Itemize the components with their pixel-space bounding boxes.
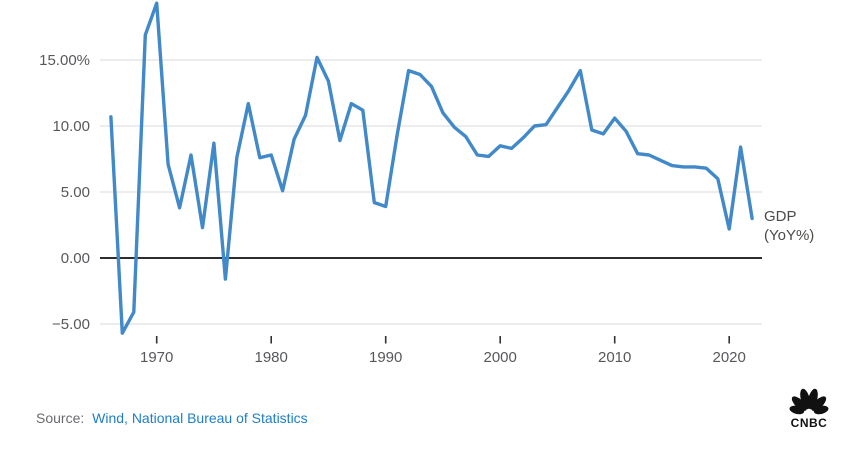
series-label-line1: GDP — [764, 208, 797, 225]
y-tick-label: 15.00% — [39, 52, 90, 69]
source-link[interactable]: Wind, National Bureau of Statistics — [92, 410, 308, 426]
cnbc-wordmark: CNBC — [791, 416, 828, 430]
y-tick-label: −5.00 — [52, 316, 90, 333]
peacock-icon — [789, 388, 829, 415]
series-label-line2: (YoY%) — [764, 227, 815, 244]
x-tick-label: 2020 — [713, 349, 746, 366]
x-tick-label: 1980 — [255, 349, 288, 366]
gdp-line-series — [109, 1, 754, 335]
y-tick-label: 10.00 — [52, 118, 90, 135]
x-tick-label: 1970 — [140, 349, 173, 366]
source-prefix: Source: — [36, 410, 85, 426]
source-line: Source: Wind, National Bureau of Statist… — [36, 410, 308, 426]
x-tick-label: 2010 — [598, 349, 631, 366]
x-tick-label: 2000 — [484, 349, 517, 366]
series-label: GDP (YoY%) — [764, 207, 814, 245]
y-tick-label: 5.00 — [61, 184, 90, 201]
x-tick-label: 1990 — [369, 349, 402, 366]
y-tick-label: 0.00 — [61, 250, 90, 267]
gdp-line-chart: 15.00% 10.00 5.00 0.00 −5.00 1970 1980 1990 2000… — [39, 1, 762, 366]
cnbc-logo: CNBC — [789, 388, 829, 430]
